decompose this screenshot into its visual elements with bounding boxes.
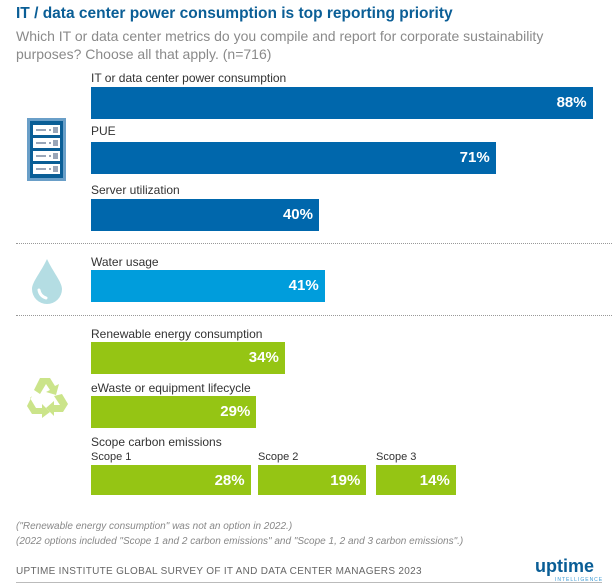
- bar-value-label: 28%: [214, 472, 245, 489]
- bar-label: PUE: [91, 124, 116, 138]
- bar: 29%: [91, 396, 257, 428]
- scope-group-label: Scope carbon emissions: [91, 435, 222, 449]
- scope-bar: 19%: [258, 465, 367, 495]
- source-text: UPTIME INSTITUTE GLOBAL SURVEY OF IT AND…: [16, 566, 422, 577]
- footnote: (2022 options included "Scope 1 and 2 ca…: [16, 536, 464, 547]
- bar-label: IT or data center power consumption: [91, 71, 287, 85]
- bar-value-label: 14%: [419, 472, 450, 489]
- scope-bar: 28%: [91, 465, 251, 495]
- scope-label: Scope 3: [376, 451, 417, 463]
- scope-label: Scope 1: [91, 451, 132, 463]
- bar-label: Renewable energy consumption: [91, 327, 263, 341]
- chart-subtitle: Which IT or data center metrics do you c…: [16, 28, 544, 62]
- bar-value-label: 29%: [220, 403, 251, 420]
- recycle-icon: [27, 378, 68, 418]
- bar: 71%: [91, 142, 496, 174]
- divider: [16, 243, 612, 244]
- bar-value-label: 19%: [330, 472, 361, 489]
- uptime-logo: uptime: [535, 556, 595, 576]
- bar-value-label: 34%: [248, 349, 279, 366]
- footnote: ("Renewable energy consumption" was not …: [16, 521, 293, 532]
- chart-title: IT / data center power consumption is to…: [16, 5, 453, 22]
- footer-rule: [16, 582, 602, 583]
- scope-bar: 14%: [376, 465, 456, 495]
- bar-label: eWaste or equipment lifecycle: [91, 381, 251, 395]
- bar-value-label: 40%: [282, 206, 313, 223]
- bar-label: Water usage: [91, 255, 159, 269]
- bar-label: Server utilization: [91, 183, 180, 197]
- bar-value-label: 71%: [459, 149, 490, 166]
- bar: 88%: [91, 87, 593, 119]
- server-rack-icon: [27, 118, 66, 181]
- bar-value-label: 88%: [556, 94, 587, 111]
- scope-label: Scope 2: [258, 451, 299, 463]
- logo-subtitle: INTELLIGENCE: [555, 577, 604, 583]
- water-drop-icon: [32, 259, 62, 304]
- bar: 34%: [91, 342, 285, 374]
- divider: [16, 315, 612, 316]
- bar-value-label: 41%: [288, 277, 319, 294]
- bar: 40%: [91, 199, 319, 231]
- bar: 41%: [91, 270, 325, 302]
